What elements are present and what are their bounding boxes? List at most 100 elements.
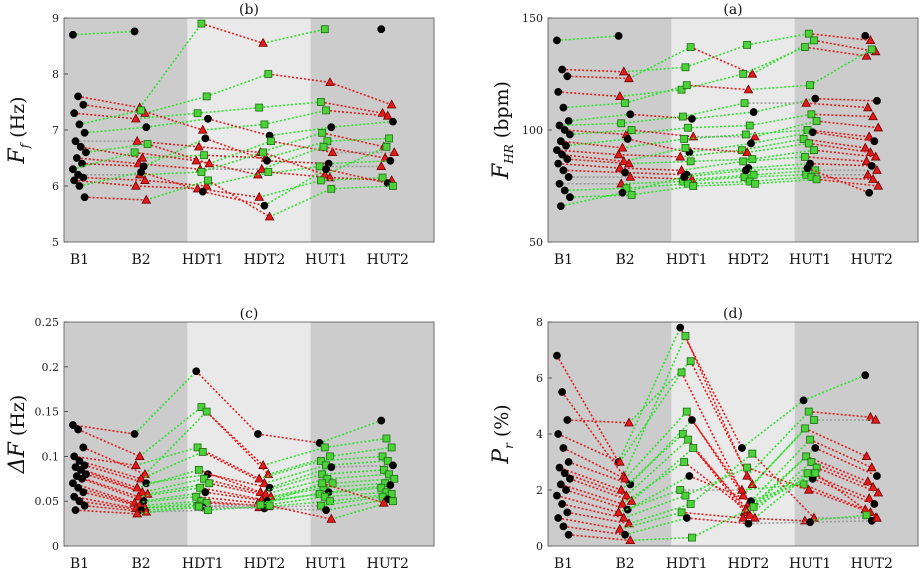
series-segment xyxy=(629,419,693,485)
y-label-subscript: HR xyxy=(502,144,516,165)
series-segment xyxy=(323,146,386,159)
series-segment xyxy=(809,438,873,469)
series-segment xyxy=(622,176,685,194)
series-segment xyxy=(628,503,691,525)
data-point xyxy=(197,168,206,176)
data-point xyxy=(318,470,327,479)
panel-title: (b) xyxy=(239,2,259,18)
series-segment xyxy=(568,461,631,486)
series-segment xyxy=(325,168,388,184)
series-segment xyxy=(683,461,747,511)
ytick-label: 0.1 xyxy=(42,450,60,463)
series-segment xyxy=(627,138,690,154)
y-axis-label: Ff (Hz) xyxy=(5,96,32,164)
data-point xyxy=(806,518,814,527)
data-point xyxy=(555,463,564,472)
data-point xyxy=(554,430,563,438)
series-segment xyxy=(79,460,142,480)
data-point xyxy=(555,121,564,130)
data-point xyxy=(78,474,86,483)
series-segment xyxy=(208,140,272,165)
series-segment xyxy=(754,466,818,519)
series-segment xyxy=(262,28,325,44)
data-point xyxy=(142,123,151,132)
series-segment xyxy=(813,39,876,53)
series-segment xyxy=(134,370,197,435)
data-point xyxy=(204,506,212,515)
series-segment xyxy=(80,469,143,493)
data-point xyxy=(812,117,821,125)
data-point xyxy=(747,139,755,148)
data-point xyxy=(617,142,628,152)
data-point xyxy=(325,77,335,86)
band-HUT2 xyxy=(372,18,435,242)
panel-d: 0 2 4 6 8 B1 B2 HDT1 HDT2 HUT1 HUT2 (d) Pr (%) xyxy=(489,306,919,570)
series-segment xyxy=(560,483,623,505)
xtick-label: HDT1 xyxy=(182,556,224,570)
series-segment xyxy=(624,411,688,480)
data-point xyxy=(682,81,691,90)
series-segment xyxy=(321,482,385,504)
data-point xyxy=(389,182,397,190)
data-point xyxy=(377,25,386,34)
data-point xyxy=(621,168,629,177)
series-segment xyxy=(814,447,878,477)
data-point xyxy=(804,139,813,148)
data-point xyxy=(69,30,77,39)
data-point xyxy=(868,111,878,121)
data-point xyxy=(811,469,820,478)
data-point xyxy=(682,514,691,522)
data-point xyxy=(260,488,271,498)
ytick-label: 100 xyxy=(522,124,543,137)
band-HUT2 xyxy=(372,322,435,546)
data-point xyxy=(741,166,750,175)
data-point xyxy=(563,416,572,424)
series-segment xyxy=(269,466,332,489)
series-segment xyxy=(685,466,748,497)
series-segment xyxy=(85,473,148,495)
data-point xyxy=(80,128,89,137)
axes-frame xyxy=(547,321,919,547)
data-point xyxy=(69,479,77,488)
data-point xyxy=(865,188,874,197)
data-point xyxy=(142,488,153,498)
data-point xyxy=(684,123,692,132)
data-point xyxy=(688,114,696,123)
data-point xyxy=(870,151,881,161)
data-point xyxy=(749,502,758,511)
data-point xyxy=(72,154,81,162)
data-point xyxy=(689,444,698,452)
data-point xyxy=(256,500,265,509)
data-point xyxy=(743,463,752,472)
data-point xyxy=(626,110,635,119)
data-point xyxy=(323,474,332,483)
series-segment xyxy=(690,452,753,505)
data-point xyxy=(390,474,399,483)
data-point xyxy=(807,110,816,119)
y-axis-label: Pr (%) xyxy=(489,404,516,464)
data-point xyxy=(613,507,624,516)
data-point xyxy=(74,92,83,101)
data-point xyxy=(130,148,139,157)
series-segment xyxy=(686,411,750,505)
data-point xyxy=(676,164,687,174)
data-point xyxy=(69,421,77,429)
series-segment xyxy=(259,179,322,198)
data-point xyxy=(562,486,570,494)
data-point xyxy=(377,416,386,425)
y-label-unit: (Hz) xyxy=(7,395,29,436)
data-point xyxy=(131,460,141,469)
series-segment xyxy=(689,360,754,485)
series-segment xyxy=(195,370,259,435)
y-label-symbol: P xyxy=(489,448,514,465)
data-point xyxy=(325,172,335,182)
data-point xyxy=(740,99,749,108)
data-point xyxy=(865,35,876,44)
data-point xyxy=(680,135,689,143)
data-point xyxy=(254,430,262,438)
data-point xyxy=(627,191,636,199)
data-point xyxy=(327,463,336,472)
series-segment xyxy=(807,472,870,500)
series-segment xyxy=(803,374,866,402)
series-segment xyxy=(741,138,804,151)
